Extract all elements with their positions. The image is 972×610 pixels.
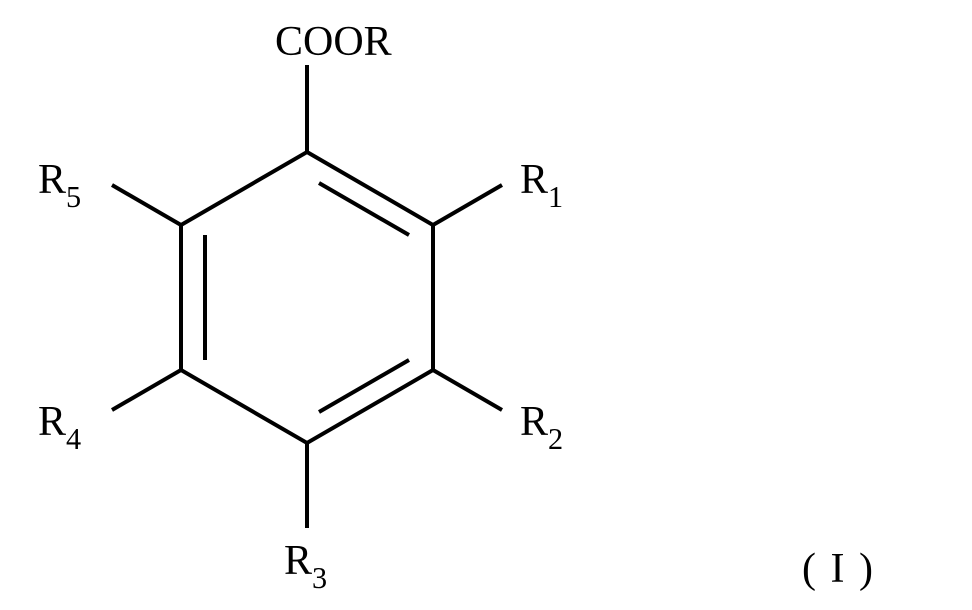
label-r5-sub: 5 <box>66 180 81 214</box>
double-bond-bottom-right <box>319 360 409 412</box>
label-r3-sub: 3 <box>312 561 327 595</box>
label-r2-prefix: R <box>520 399 548 445</box>
label-r1-sub: 1 <box>548 180 563 214</box>
double-bond-top-right <box>319 183 409 235</box>
bond-to-r1 <box>433 185 502 225</box>
label-r2-sub: 2 <box>548 422 563 456</box>
label-r5: R5 <box>38 156 81 210</box>
label-r4-sub: 4 <box>66 422 81 456</box>
label-r4: R4 <box>38 398 81 452</box>
benzene-ring-outer <box>181 152 433 443</box>
label-coor: COOR <box>275 18 392 66</box>
label-r3: R3 <box>284 537 327 591</box>
bond-to-r5 <box>112 185 181 225</box>
label-r1-prefix: R <box>520 157 548 203</box>
bond-to-r2 <box>433 370 502 410</box>
chemical-structure-diagram: COOR R1 R2 R3 R4 R5 ( I ) <box>0 0 972 605</box>
label-r4-prefix: R <box>38 399 66 445</box>
label-r3-prefix: R <box>284 538 312 584</box>
bond-to-r4 <box>112 370 181 410</box>
label-r2: R2 <box>520 398 563 452</box>
label-r1: R1 <box>520 156 563 210</box>
label-r5-prefix: R <box>38 157 66 203</box>
structure-svg <box>0 0 972 605</box>
formula-number: ( I ) <box>802 545 875 593</box>
